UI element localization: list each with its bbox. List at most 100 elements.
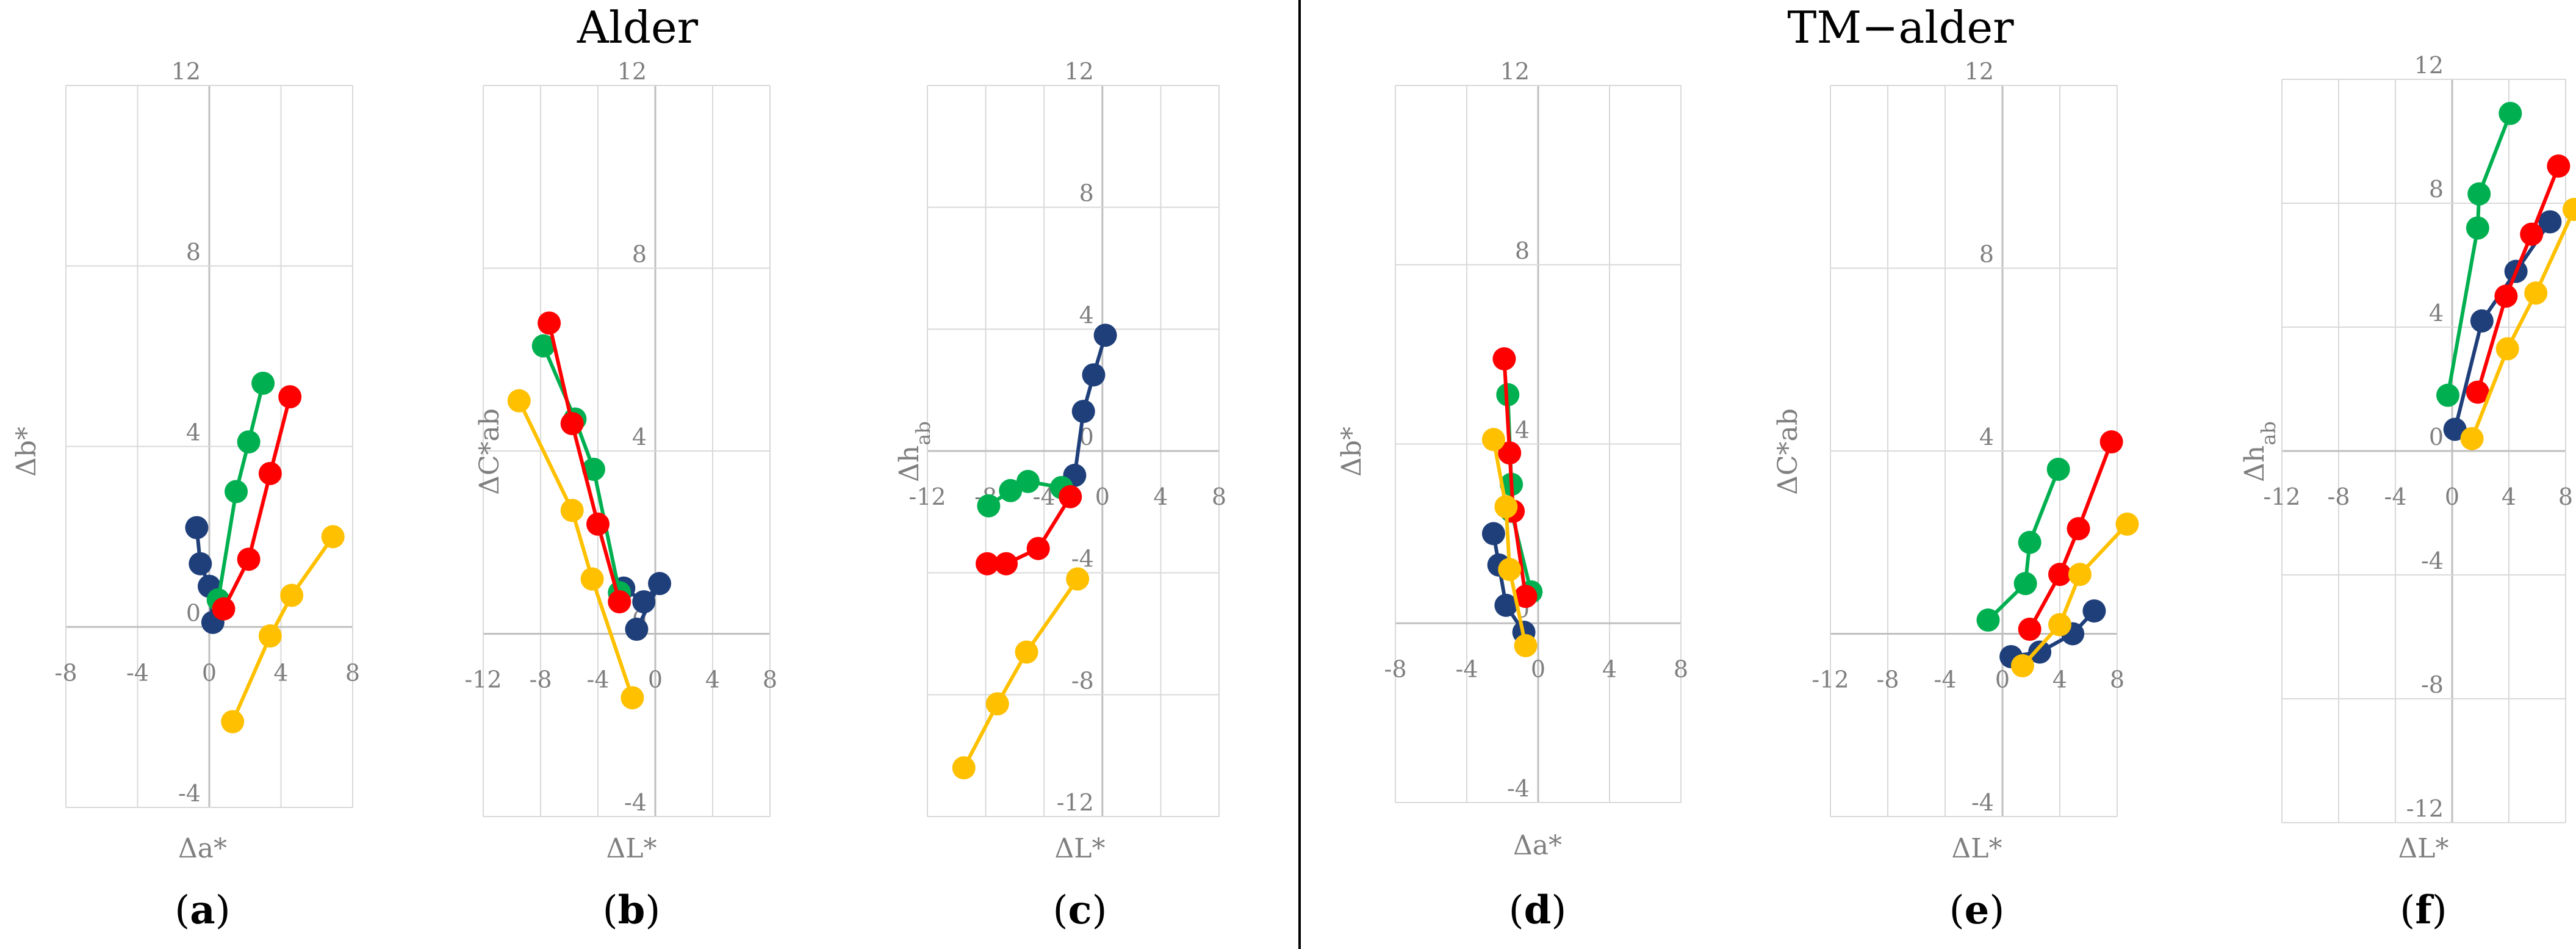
x-tick-label: 8 [2110, 666, 2124, 693]
data-point-red [1059, 485, 1082, 508]
x-tick-label: 4 [2053, 666, 2067, 693]
data-point-yellow [507, 389, 531, 413]
data-point-red [586, 512, 610, 536]
series-line-red [2028, 441, 2114, 630]
data-point-blue [2538, 210, 2562, 234]
y-tick-label: -4 [1971, 789, 1994, 816]
data-point-green [999, 478, 1023, 502]
data-point-red [2067, 517, 2090, 541]
series-line-blue [1491, 533, 1526, 633]
x-tick-label: 8 [2558, 483, 2573, 510]
x-tick-label: -4 [1455, 655, 1478, 682]
data-point-yellow [1481, 428, 1505, 452]
y-tick-label: 12 [1500, 58, 1530, 85]
panel-label-f: (f) [2400, 887, 2447, 933]
series-line-blue [1073, 334, 1107, 476]
y-tick-label: -8 [2421, 671, 2444, 698]
y-tick-label: 8 [1079, 180, 1094, 207]
data-point-green [2013, 572, 2037, 596]
y-tick-label: 8 [2429, 176, 2444, 203]
data-point-green [531, 334, 555, 358]
data-point-blue [2082, 599, 2106, 623]
x-tick-label: 4 [1153, 483, 1168, 510]
y-axis-title: Δhab [894, 421, 935, 482]
data-point-red [2018, 618, 2042, 641]
x-axis-title: ΔL* [606, 833, 657, 864]
data-point-blue [1494, 593, 1518, 617]
data-point-red [560, 412, 584, 436]
data-point-yellow [258, 624, 282, 648]
data-point-yellow [621, 686, 644, 710]
series-line-red [547, 322, 622, 602]
x-tick-label: -12 [908, 483, 946, 510]
data-point-yellow [2068, 563, 2092, 586]
panel-label-b: (b) [603, 887, 661, 933]
chart-panel-f: -12 -8 -4 0 4 8 -12 -8 -4 0 4 8 12 ΔL* Δhab (f) [2239, 52, 2576, 933]
data-point-yellow [2115, 512, 2139, 536]
y-tick-label: 8 [1515, 237, 1530, 264]
data-point-red [2099, 430, 2123, 454]
data-point-green [2467, 182, 2491, 206]
data-point-red [975, 552, 999, 576]
y-tick-label: -4 [1507, 775, 1530, 802]
y-tick-label: -12 [1057, 789, 1094, 816]
x-tick-label: -8 [1876, 666, 1899, 693]
data-point-red [212, 597, 236, 621]
data-point-red [608, 590, 631, 614]
x-tick-label: 8 [1212, 483, 1226, 510]
x-axis-title: ΔL* [2398, 833, 2449, 864]
data-point-green [251, 371, 275, 395]
series-line-yellow [517, 400, 635, 699]
data-point-red [538, 311, 561, 335]
group-title-alder: Alder [577, 2, 699, 53]
data-point-yellow [1066, 567, 1090, 591]
series-line-yellow [1491, 439, 1528, 646]
data-point-red [1492, 347, 1516, 370]
y-tick-label: 0 [2429, 424, 2444, 450]
data-point-blue [632, 590, 656, 614]
data-point-blue [648, 572, 672, 596]
series-line-red [1502, 358, 1528, 597]
x-tick-label: 8 [345, 659, 360, 686]
x-tick-label: 0 [1995, 666, 2010, 693]
data-point-blue [2443, 417, 2467, 441]
data-point-blue [1093, 323, 1117, 347]
data-point-green [2466, 216, 2489, 240]
x-tick-label: 4 [705, 666, 720, 693]
data-point-blue [1071, 400, 1095, 424]
x-tick-label: -12 [1811, 666, 1849, 693]
y-tick-label: 12 [1965, 58, 1994, 85]
series-line-yellow [962, 577, 1079, 769]
y-tick-label: -12 [2406, 795, 2444, 822]
x-tick-label: -4 [2384, 483, 2406, 510]
x-axis-title: Δa* [178, 833, 227, 864]
data-point-red [1026, 536, 1050, 560]
series-line-yellow [2021, 522, 2129, 667]
y-tick-label: 0 [186, 599, 201, 626]
data-point-yellow [221, 710, 245, 734]
y-tick-label: 4 [1979, 424, 1994, 450]
x-tick-label: 4 [2502, 483, 2516, 510]
data-point-red [2048, 563, 2071, 586]
x-tick-label: -12 [464, 666, 502, 693]
x-tick-label: 0 [2445, 483, 2459, 510]
x-axis-title: Δa* [1513, 830, 1562, 861]
x-tick-label: 4 [273, 659, 288, 686]
x-tick-label: -4 [586, 666, 609, 693]
group-title-tm-alder: TM−alder [1787, 2, 2014, 53]
panel-label-e: (e) [1949, 887, 2005, 933]
data-point-red [278, 385, 302, 409]
x-tick-label: 8 [763, 666, 777, 693]
data-point-yellow [1494, 495, 1518, 519]
y-axis-title: Δb* [1336, 427, 1367, 477]
chart-panel-a: -8 -4 0 4 8 -4 0 4 8 12 Δa* Δb* (a) [11, 58, 360, 933]
data-point-blue [1481, 522, 1505, 546]
data-point-yellow [952, 756, 976, 780]
data-point-yellow [560, 499, 584, 522]
data-point-blue [189, 552, 212, 576]
x-tick-label: -4 [1934, 666, 1956, 693]
x-tick-label: 0 [1531, 655, 1545, 682]
data-point-green [1976, 608, 2000, 632]
